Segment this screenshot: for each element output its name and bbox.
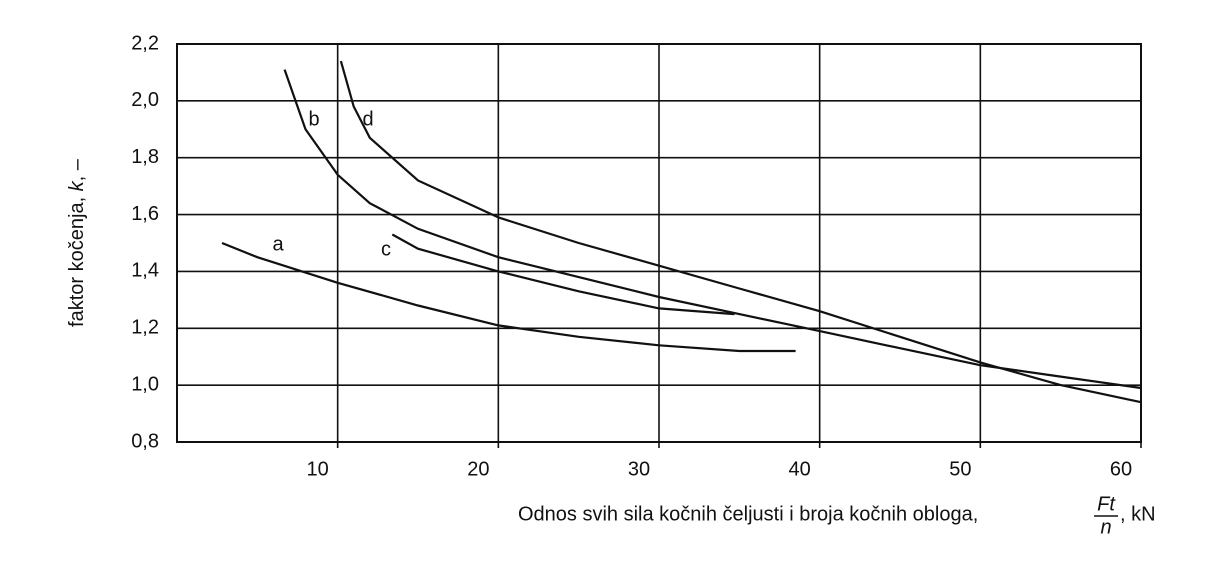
series-label: a: [272, 233, 284, 255]
series-label: d: [362, 108, 373, 130]
y-label-text: faktor kočenja,: [66, 197, 88, 327]
y-tick-label: 2,0: [131, 89, 159, 111]
y-tick-label: 1,6: [131, 203, 159, 225]
y-tick-label: 0,8: [131, 430, 159, 452]
y-label-unit: , –: [66, 158, 88, 181]
y-label-symbol: k: [66, 180, 88, 191]
x-tick-label: 50: [949, 458, 971, 480]
series-line: [221, 241, 796, 353]
x-tick-label: 40: [789, 458, 811, 480]
series-line: [283, 69, 1142, 390]
x-axis-label: Odnos svih sila kočnih čeljusti i broja …: [518, 503, 978, 525]
series-line: [391, 233, 735, 316]
y-tick-label: 1,2: [131, 317, 159, 339]
series-line: [339, 60, 1142, 404]
series-label: b: [308, 108, 319, 130]
x-label-denominator: n: [1100, 516, 1111, 538]
x-tick-label: 20: [467, 458, 489, 480]
x-label-numerator: Ft: [1097, 493, 1116, 515]
y-tick-label: 1,8: [131, 146, 159, 168]
y-tick-label: 1,0: [131, 373, 159, 395]
x-tick-label: 30: [628, 458, 650, 480]
x-label-unit: , kN: [1120, 503, 1156, 525]
y-tick-label: 2,2: [131, 32, 159, 54]
series-label: c: [381, 238, 391, 260]
x-tick-label: 10: [307, 458, 329, 480]
y-tick-label: 1,4: [131, 260, 159, 282]
y-axis-label: faktor kočenja, k, –: [66, 158, 88, 327]
x-tick-label: 60: [1110, 458, 1132, 480]
